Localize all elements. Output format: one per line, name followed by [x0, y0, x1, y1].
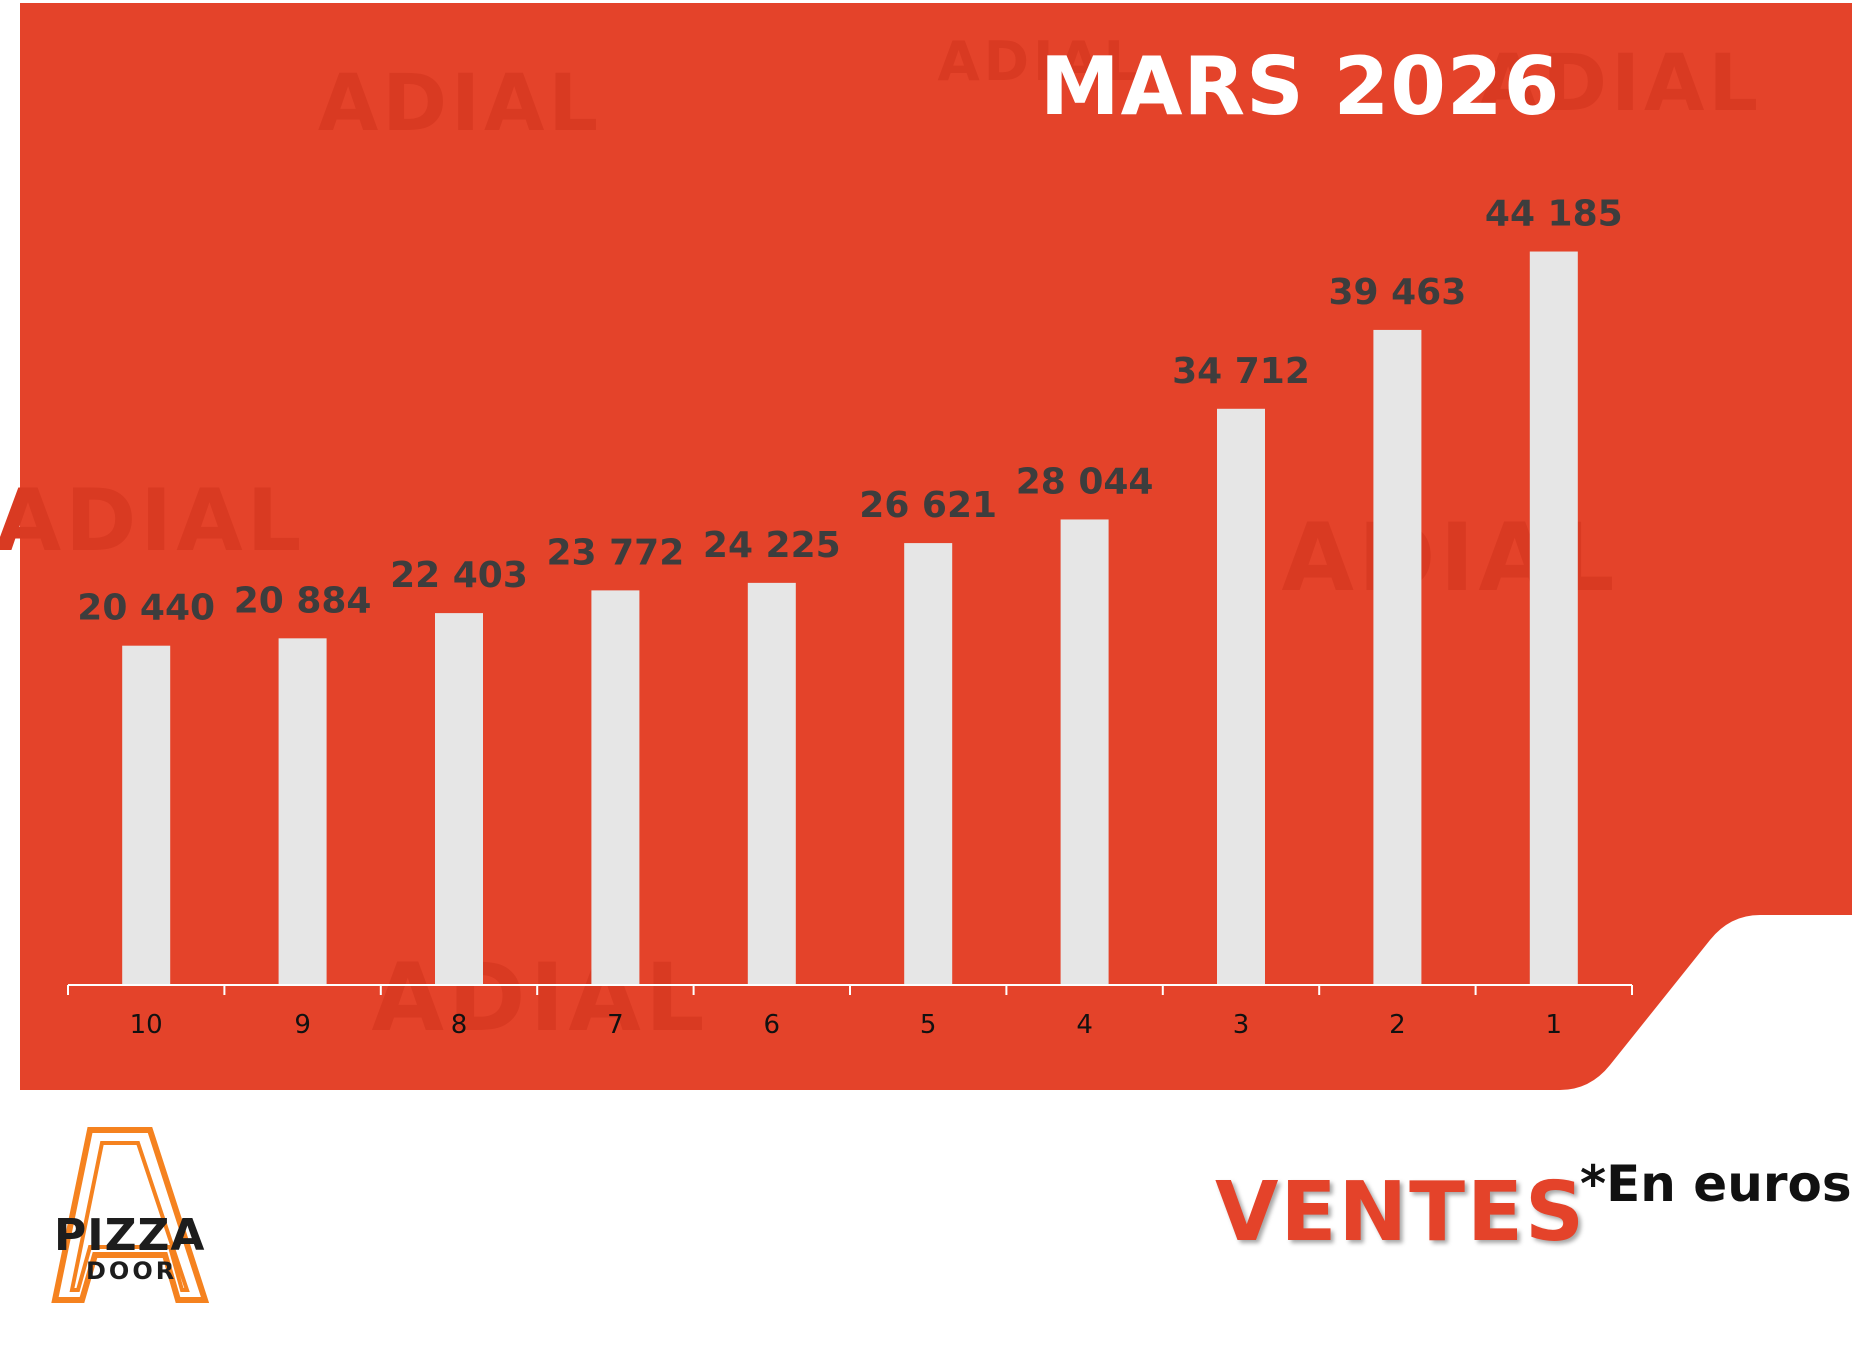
watermark-text-5: ADIAL [371, 944, 708, 1053]
logo-text-door: DOOR [86, 1257, 178, 1285]
logo-text-pizza: PIZZA [54, 1210, 206, 1261]
tick-label-7: 7 [607, 1010, 624, 1040]
watermark-text-0: ADIAL [318, 59, 602, 149]
tick-label-9: 9 [294, 1010, 311, 1040]
bar-rank-2 [1373, 329, 1422, 986]
logo-mark-icon [51, 1127, 210, 1303]
value-label-6: 24 225 [703, 525, 841, 566]
tick-label-3: 3 [1233, 1010, 1250, 1040]
bar-group [122, 251, 1578, 986]
bar-rank-9 [278, 638, 327, 985]
value-label-7: 23 772 [547, 532, 685, 573]
tick-label-1: 1 [1546, 1010, 1563, 1040]
chart-title: MARS 2026 [1040, 40, 1561, 133]
value-label-2: 39 463 [1329, 272, 1467, 313]
tick-label-5: 5 [920, 1010, 937, 1040]
value-label-9: 20 884 [234, 580, 372, 621]
value-label-4: 28 044 [1016, 461, 1154, 502]
bar-rank-7 [591, 590, 640, 985]
value-label-1: 44 185 [1485, 194, 1623, 235]
bar-rank-8 [435, 613, 483, 985]
value-label-3: 34 712 [1172, 351, 1310, 392]
bar-rank-1 [1529, 251, 1578, 986]
watermark-text-2: ADIAL [1478, 39, 1762, 129]
x-axis: 10 9 8 7 6 5 4 3 2 1 [67, 984, 1633, 1040]
value-label-8: 22 403 [390, 555, 528, 596]
sales-label: VENTES [1215, 1165, 1587, 1260]
value-label-5: 26 621 [859, 485, 997, 526]
bar-rank-3 [1217, 408, 1265, 986]
bar-rank-5 [904, 543, 953, 985]
tick-label-10: 10 [130, 1010, 163, 1040]
tick-label-4: 4 [1076, 1010, 1093, 1040]
bar-rank-4 [1060, 519, 1109, 985]
value-label-10: 20 440 [77, 588, 215, 629]
pizza-door-logo: PIZZA DOOR [50, 1125, 210, 1305]
tick-label-8: 8 [451, 1010, 468, 1040]
watermark-text-1: ADIAL [938, 29, 1143, 93]
bar-rank-10 [122, 645, 171, 985]
tick-label-2: 2 [1389, 1010, 1406, 1040]
unit-note: *En euros [1580, 1155, 1852, 1213]
watermark-text-3: ADIAL [0, 471, 305, 571]
bar-rank-6 [747, 582, 796, 985]
value-label-group: 20 440 20 884 22 403 23 772 24 225 26 621 28 0… [77, 194, 1622, 629]
tick-label-6: 6 [764, 1010, 781, 1040]
